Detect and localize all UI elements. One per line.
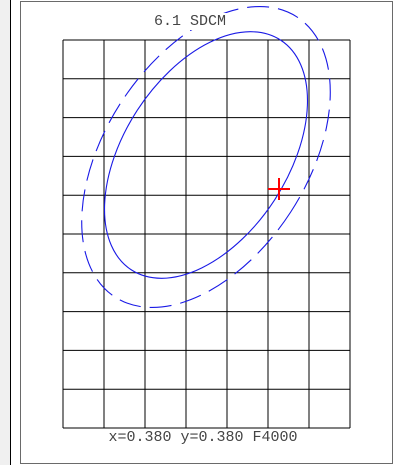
coordinate-readout: x=0.380 y=0.380 F4000 xyxy=(108,429,297,446)
grid xyxy=(62,39,351,429)
chart-title: 6.1 SDCM xyxy=(154,13,226,30)
ellipses xyxy=(81,5,331,309)
ellipse-solid xyxy=(103,31,309,279)
left-edge-panel xyxy=(0,0,11,465)
target-marker-icon xyxy=(268,178,290,200)
title-text-background xyxy=(151,13,229,30)
ellipse-dashed xyxy=(81,5,331,309)
readout-text-background xyxy=(106,429,300,446)
